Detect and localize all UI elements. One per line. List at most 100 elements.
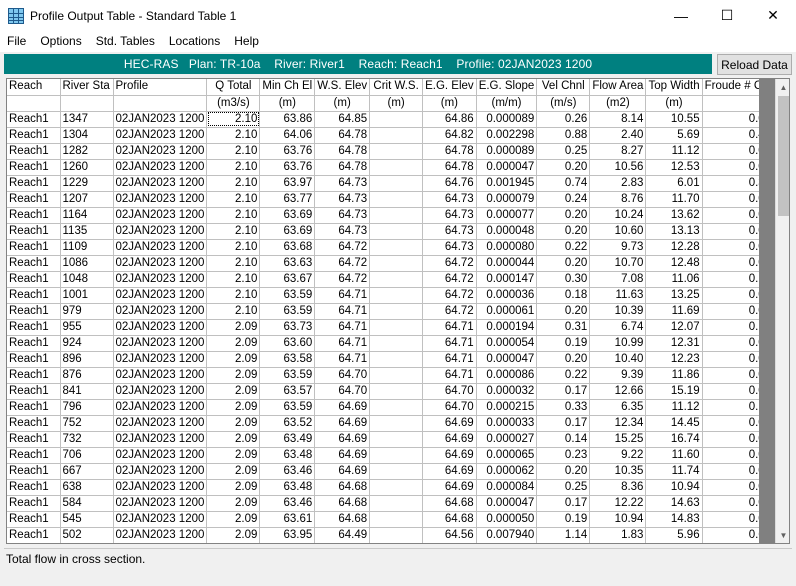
cell-eg-elev[interactable]: 64.72 bbox=[422, 255, 477, 272]
cell-reach[interactable]: Reach1 bbox=[7, 255, 61, 272]
cell-top-width[interactable]: 5.96 bbox=[645, 527, 703, 543]
cell-eg-elev[interactable]: 64.71 bbox=[422, 335, 477, 352]
cell-reach[interactable]: Reach1 bbox=[7, 271, 61, 288]
cell-ws-elev[interactable]: 64.73 bbox=[314, 175, 371, 192]
cell-eg-elev[interactable]: 64.69 bbox=[422, 479, 477, 496]
cell-top-width[interactable]: 11.12 bbox=[645, 143, 703, 160]
cell-q-total[interactable]: 2.09 bbox=[206, 479, 261, 496]
cell-crit-ws[interactable] bbox=[369, 351, 424, 368]
cell-eg-slope[interactable]: 0.000061 bbox=[476, 303, 538, 320]
cell-reach[interactable]: Reach1 bbox=[7, 335, 61, 352]
cell-river-sta[interactable]: 1229 bbox=[60, 175, 114, 192]
cell-eg-slope[interactable]: 0.000080 bbox=[476, 239, 538, 256]
cell-eg-elev[interactable]: 64.69 bbox=[422, 463, 477, 480]
cell-flow-area[interactable]: 15.25 bbox=[589, 431, 647, 448]
cell-reach[interactable]: Reach1 bbox=[7, 319, 61, 336]
cell-top-width[interactable]: 12.23 bbox=[645, 351, 703, 368]
cell-eg-elev[interactable]: 64.76 bbox=[422, 175, 477, 192]
cell-vel-chnl[interactable]: 0.17 bbox=[536, 383, 591, 400]
cell-eg-elev[interactable]: 64.71 bbox=[422, 319, 477, 336]
cell-eg-slope[interactable]: 0.000089 bbox=[476, 143, 538, 160]
cell-top-width[interactable]: 5.69 bbox=[645, 127, 703, 144]
table-row[interactable]: Reach1 1109 02JAN2023 1200 2.10 63.68 64.72 64… bbox=[7, 239, 775, 256]
cell-ws-elev[interactable]: 64.78 bbox=[314, 143, 371, 160]
cell-eg-slope[interactable]: 0.000047 bbox=[476, 159, 538, 176]
cell-eg-slope[interactable]: 0.000062 bbox=[476, 463, 538, 480]
cell-flow-area[interactable]: 6.74 bbox=[589, 319, 647, 336]
cell-eg-slope[interactable]: 0.000054 bbox=[476, 335, 538, 352]
cell-flow-area[interactable]: 12.22 bbox=[589, 495, 647, 512]
cell-q-total[interactable]: 2.09 bbox=[206, 319, 261, 336]
cell-river-sta[interactable]: 1207 bbox=[60, 191, 114, 208]
menu-std-tables[interactable]: Std. Tables bbox=[95, 34, 155, 48]
cell-profile[interactable]: 02JAN2023 1200 bbox=[113, 335, 208, 352]
cell-eg-elev[interactable]: 64.69 bbox=[422, 431, 477, 448]
cell-reach[interactable]: Reach1 bbox=[7, 191, 61, 208]
cell-min-ch-el[interactable]: 64.06 bbox=[259, 127, 316, 144]
cell-q-total[interactable]: 2.09 bbox=[206, 527, 261, 543]
cell-reach[interactable]: Reach1 bbox=[7, 303, 61, 320]
cell-reach[interactable]: Reach1 bbox=[7, 415, 61, 432]
cell-top-width[interactable]: 14.83 bbox=[645, 511, 703, 528]
cell-reach[interactable]: Reach1 bbox=[7, 463, 61, 480]
col-header-top-width[interactable]: Top Width bbox=[645, 79, 703, 96]
cell-profile[interactable]: 02JAN2023 1200 bbox=[113, 303, 208, 320]
cell-eg-slope[interactable]: 0.000215 bbox=[476, 399, 538, 416]
col-header-q-total[interactable]: Q Total bbox=[206, 79, 261, 96]
cell-min-ch-el[interactable]: 63.60 bbox=[259, 335, 316, 352]
cell-flow-area[interactable]: 9.22 bbox=[589, 447, 647, 464]
cell-profile[interactable]: 02JAN2023 1200 bbox=[113, 527, 208, 543]
cell-flow-area[interactable]: 10.40 bbox=[589, 351, 647, 368]
cell-reach[interactable]: Reach1 bbox=[7, 175, 61, 192]
cell-reach[interactable]: Reach1 bbox=[7, 223, 61, 240]
cell-eg-elev[interactable]: 64.70 bbox=[422, 399, 477, 416]
cell-crit-ws[interactable] bbox=[369, 255, 424, 272]
cell-flow-area[interactable]: 6.35 bbox=[589, 399, 647, 416]
cell-river-sta[interactable]: 1086 bbox=[60, 255, 114, 272]
cell-min-ch-el[interactable]: 63.61 bbox=[259, 511, 316, 528]
cell-vel-chnl[interactable]: 0.20 bbox=[536, 255, 591, 272]
cell-min-ch-el[interactable]: 63.59 bbox=[259, 367, 316, 384]
table-row[interactable]: Reach1 876 02JAN2023 1200 2.09 63.59 64.70 64.… bbox=[7, 367, 775, 384]
cell-river-sta[interactable]: 924 bbox=[60, 335, 114, 352]
cell-eg-elev[interactable]: 64.71 bbox=[422, 351, 477, 368]
scrollbar-thumb[interactable] bbox=[778, 96, 789, 216]
cell-eg-elev[interactable]: 64.72 bbox=[422, 271, 477, 288]
cell-q-total[interactable]: 2.10 bbox=[206, 175, 261, 192]
cell-ws-elev[interactable]: 64.72 bbox=[314, 271, 371, 288]
cell-ws-elev[interactable]: 64.69 bbox=[314, 399, 371, 416]
cell-eg-slope[interactable]: 0.002298 bbox=[476, 127, 538, 144]
cell-river-sta[interactable]: 1164 bbox=[60, 207, 114, 224]
cell-top-width[interactable]: 11.69 bbox=[645, 303, 703, 320]
cell-min-ch-el[interactable]: 63.48 bbox=[259, 479, 316, 496]
cell-min-ch-el[interactable]: 63.77 bbox=[259, 191, 316, 208]
cell-eg-slope[interactable]: 0.000047 bbox=[476, 495, 538, 512]
cell-crit-ws[interactable] bbox=[369, 431, 424, 448]
cell-river-sta[interactable]: 1304 bbox=[60, 127, 114, 144]
cell-q-total[interactable]: 2.09 bbox=[206, 335, 261, 352]
minimize-button[interactable]: — bbox=[674, 7, 688, 24]
cell-ws-elev[interactable]: 64.71 bbox=[314, 351, 371, 368]
col-header-froude-chl[interactable]: Froude # Chl bbox=[702, 79, 775, 96]
cell-flow-area[interactable]: 10.99 bbox=[589, 335, 647, 352]
cell-reach[interactable]: Reach1 bbox=[7, 127, 61, 144]
cell-vel-chnl[interactable]: 0.20 bbox=[536, 303, 591, 320]
cell-q-total[interactable]: 2.10 bbox=[206, 223, 261, 240]
cell-vel-chnl[interactable]: 0.20 bbox=[536, 207, 591, 224]
cell-crit-ws[interactable] bbox=[369, 287, 424, 304]
cell-profile[interactable]: 02JAN2023 1200 bbox=[113, 351, 208, 368]
cell-flow-area[interactable]: 10.24 bbox=[589, 207, 647, 224]
cell-min-ch-el[interactable]: 63.67 bbox=[259, 271, 316, 288]
cell-eg-elev[interactable]: 64.73 bbox=[422, 239, 477, 256]
cell-vel-chnl[interactable]: 0.25 bbox=[536, 143, 591, 160]
cell-eg-elev[interactable]: 64.73 bbox=[422, 207, 477, 224]
cell-vel-chnl[interactable]: 0.19 bbox=[536, 511, 591, 528]
cell-q-total[interactable]: 2.09 bbox=[206, 463, 261, 480]
cell-ws-elev[interactable]: 64.68 bbox=[314, 511, 371, 528]
cell-crit-ws[interactable] bbox=[369, 143, 424, 160]
cell-river-sta[interactable]: 955 bbox=[60, 319, 114, 336]
cell-top-width[interactable]: 11.06 bbox=[645, 271, 703, 288]
cell-ws-elev[interactable]: 64.70 bbox=[314, 367, 371, 384]
cell-min-ch-el[interactable]: 63.68 bbox=[259, 239, 316, 256]
cell-vel-chnl[interactable]: 0.14 bbox=[536, 431, 591, 448]
